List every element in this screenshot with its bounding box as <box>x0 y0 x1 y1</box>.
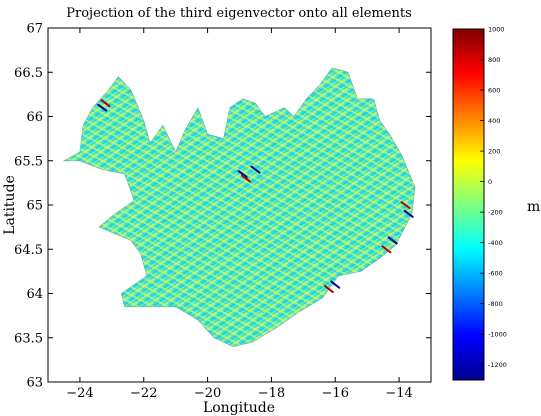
y-tick-label: 64 <box>26 287 43 302</box>
colorbar-tick-label: 0 <box>488 178 492 186</box>
low-value-streak <box>250 165 261 174</box>
high-value-streak <box>400 201 411 209</box>
low-value-streak <box>330 280 341 289</box>
high-value-streak <box>323 285 334 294</box>
y-axis-label: Latitude <box>2 175 18 235</box>
colorbar-tick-label: -200 <box>488 208 503 216</box>
colorbar-tick-label: -1200 <box>488 361 507 369</box>
y-tick-label: 66.5 <box>14 66 43 81</box>
low-value-streak <box>237 170 248 179</box>
y-tick-label: 66 <box>26 110 43 125</box>
colorbar-tick-label: 400 <box>488 117 500 125</box>
y-tick-label: 67 <box>26 22 43 37</box>
x-tick-label: −18 <box>258 386 285 401</box>
low-value-streak <box>387 236 398 245</box>
y-tick-label: 64.5 <box>14 243 43 258</box>
colorbar-tick-label: -600 <box>488 269 503 277</box>
colorbar-tick-label: -800 <box>488 300 503 308</box>
y-tick-label: 65.5 <box>14 154 43 169</box>
colorbar-tick-label: 800 <box>488 56 500 64</box>
y-tick-label: 63.5 <box>14 331 43 346</box>
low-value-streak <box>97 103 108 112</box>
x-axis-label: Longitude <box>203 400 275 416</box>
y-tick-label: 63 <box>26 376 43 391</box>
colorbar-tick-label: -1000 <box>488 331 507 339</box>
colorbar-tick-label: 1000 <box>488 25 505 33</box>
low-value-streak <box>403 209 414 218</box>
region-group <box>62 67 416 347</box>
y-axis-ticks: 63 63.5 64 64.5 65 65.5 66 66.5 67 <box>14 22 431 391</box>
colorbar: 1000 800 600 400 200 0 -200 -400 -600 -800 -1000 -1… <box>452 25 507 381</box>
colorbar-ticks: 1000 800 600 400 200 0 -200 -400 -600 -800 -1000 -1… <box>480 25 507 369</box>
x-tick-label: −22 <box>130 386 157 401</box>
high-value-streak <box>100 99 111 108</box>
y-tick-label: 65 <box>26 199 43 214</box>
chart-title: Projection of the third eigenvector onto… <box>66 6 412 21</box>
colorbar-tick-label: -400 <box>488 239 503 247</box>
x-tick-label: −20 <box>194 386 221 401</box>
plot-area: −24 −22 −20 −18 −16 −14 6363.56464.56565.5666… <box>14 22 432 401</box>
high-value-streak <box>381 245 392 254</box>
x-tick-label: −16 <box>322 386 349 401</box>
region-texture <box>64 67 415 347</box>
colorbar-gradient <box>452 28 485 381</box>
colorbar-tick-label: 600 <box>488 86 500 94</box>
colorbar-label: m <box>527 199 540 215</box>
high-value-streak <box>240 174 251 183</box>
x-tick-label: −14 <box>385 386 412 401</box>
colorbar-tick-label: 200 <box>488 147 500 155</box>
x-tick-label: −24 <box>66 386 93 401</box>
x-axis-ticks: −24 −22 −20 −18 −16 −14 <box>66 28 413 401</box>
